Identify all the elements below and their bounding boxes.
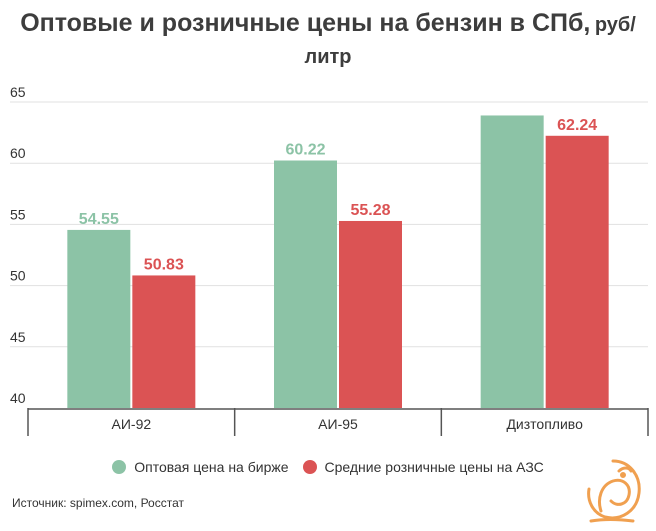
data-label: 54.55 [79,211,119,228]
bar [480,115,544,409]
bar [132,275,196,408]
data-label: 62.24 [557,117,597,134]
bar [274,160,337,408]
legend-swatch-retail [302,460,317,474]
y-tick-label: 55 [10,206,26,222]
y-tick-label: 40 [10,390,26,406]
x-tick-label: АИ-95 [318,416,358,432]
bar [67,229,131,408]
bar [545,135,609,408]
legend-label-retail: Средние розничные цены на АЗС [324,459,544,475]
source-note: Источник: spimex.com, Росстат [12,496,184,510]
x-tick-label: Дизтопливо [506,416,583,432]
chart-title-main: Оптовые и розничные цены на бензин в СПб… [20,9,591,37]
legend-item-wholesale: Оптовая цена на бирже [112,459,289,475]
x-tick-label: АИ-92 [112,416,152,432]
chart-title-unit: руб/ [594,14,636,36]
legend: Оптовая цена на бирже Средние розничные … [0,459,656,475]
legend-item-retail: Средние розничные цены на АЗС [302,459,544,475]
y-tick-label: 65 [10,84,26,100]
bird-logo-icon [587,459,641,523]
data-label: 50.83 [144,256,184,273]
y-tick-label: 60 [10,145,26,161]
legend-label-wholesale: Оптовая цена на бирже [134,459,289,475]
chart-title-unit-cont: литр [304,46,352,68]
bar [339,220,402,408]
y-tick-label: 45 [10,329,26,345]
bars [67,115,609,409]
y-axis-ticks: 40 45 50 55 60 65 [10,84,26,406]
data-labels: 54.55 50.83 60.22 55.28 62.24 [79,117,597,274]
chart-title: Оптовые и розничные цены на бензин в СПб… [0,8,656,74]
x-axis: АИ-92 АИ-95 Дизтопливо [27,408,649,436]
data-label: 55.28 [350,202,390,219]
data-label: 60.22 [285,142,325,159]
legend-swatch-wholesale [112,460,127,474]
y-tick-label: 50 [10,268,26,284]
bar-chart: 40 45 50 55 60 65 54.55 50.83 60.22 55.28 62.24 А… [10,84,649,436]
